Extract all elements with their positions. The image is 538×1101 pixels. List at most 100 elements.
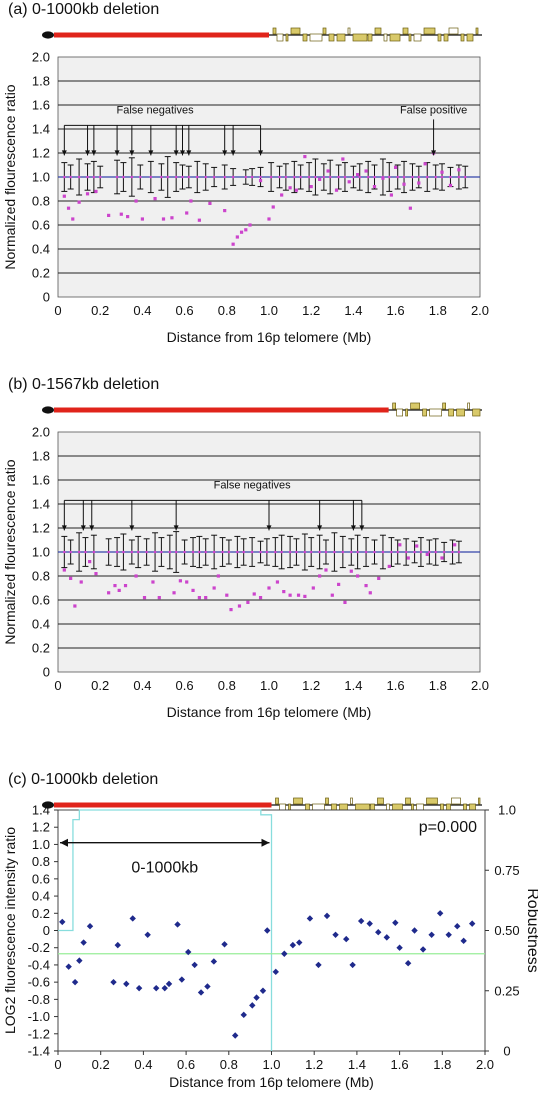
- error-bar: [462, 165, 469, 189]
- error-bar: [211, 534, 218, 570]
- mean-dot: [337, 175, 340, 179]
- gene-block: [347, 27, 351, 35]
- data-point: [417, 181, 421, 185]
- data-point: [356, 574, 360, 578]
- mean-dot: [295, 550, 298, 554]
- mean-dot: [122, 175, 125, 179]
- mean-dot: [130, 175, 134, 179]
- data-point: [343, 935, 350, 943]
- mean-dot: [77, 175, 81, 179]
- error-bar: [379, 534, 386, 570]
- error-bar: [282, 163, 289, 191]
- data-point: [94, 189, 98, 193]
- arrow-head: [61, 150, 67, 156]
- x-tick-label: 0.6: [176, 303, 194, 318]
- error-bar: [354, 534, 361, 570]
- error-bar: [388, 537, 395, 567]
- mean-dot: [69, 550, 72, 554]
- arrow-head: [359, 525, 365, 531]
- y-tick-label: 0.4: [32, 242, 50, 257]
- data-point: [271, 205, 275, 209]
- mean-dot: [314, 175, 317, 179]
- annotation-label: False positive: [400, 104, 467, 116]
- data-point: [113, 584, 117, 588]
- mean-dot: [396, 550, 400, 554]
- error-bar: [120, 162, 127, 192]
- mean-dot: [341, 550, 345, 554]
- mean-dot: [396, 175, 400, 179]
- data-point: [114, 941, 121, 949]
- gene-block: [460, 33, 465, 42]
- data-point: [140, 217, 144, 221]
- gene-block: [478, 797, 481, 805]
- y-tick-label: 1.4: [32, 497, 50, 512]
- y-tick-label: -0.2: [28, 940, 50, 955]
- data-point: [387, 564, 391, 568]
- mean-dot: [411, 175, 414, 179]
- y-tick-label: -1.0: [28, 1009, 50, 1024]
- data-point: [296, 939, 303, 946]
- mean-dot: [250, 175, 254, 179]
- data-point: [366, 920, 373, 927]
- arrow-head: [61, 525, 67, 531]
- mean-dot: [204, 550, 207, 554]
- data-point: [398, 543, 402, 547]
- data-point: [221, 941, 228, 948]
- gene-block: [377, 797, 384, 805]
- error-bar: [152, 532, 159, 572]
- x-tick-label: 1.4: [344, 303, 362, 318]
- gene-block: [442, 402, 446, 410]
- mean-dot: [227, 550, 231, 554]
- data-point: [324, 568, 328, 572]
- gene-block: [456, 408, 465, 417]
- error-bar: [291, 160, 298, 194]
- y-tick-label: 1.4: [32, 122, 50, 137]
- data-point: [69, 576, 73, 580]
- error-bar: [249, 168, 256, 186]
- mean-dot: [364, 550, 368, 554]
- error-bar: [257, 540, 264, 564]
- mean-dot: [373, 550, 376, 554]
- data-point: [282, 590, 286, 594]
- y-tick-label: -0.4: [28, 957, 50, 972]
- y-tick-label: 0.8: [32, 569, 50, 584]
- mean-dot: [86, 175, 89, 179]
- data-point: [381, 176, 385, 180]
- arrow-head: [129, 150, 135, 156]
- error-bar: [306, 162, 313, 192]
- data-point: [223, 209, 227, 213]
- data-point: [289, 941, 297, 949]
- error-bar: [230, 168, 237, 186]
- mean-dot: [166, 175, 170, 179]
- data-point: [79, 580, 83, 584]
- data-point: [123, 980, 130, 988]
- error-bar: [242, 169, 249, 185]
- x-tick-label: 0.8: [218, 303, 236, 318]
- mean-dot: [181, 175, 184, 179]
- gene-block: [374, 27, 382, 35]
- data-point: [356, 173, 360, 177]
- data-point: [440, 170, 444, 174]
- gene-block: [396, 408, 403, 417]
- mean-dot: [356, 550, 359, 554]
- data-point: [134, 199, 138, 203]
- gene-block: [448, 27, 459, 35]
- mean-dot: [373, 175, 376, 179]
- error-bar: [341, 162, 348, 192]
- arrow-head: [129, 525, 135, 531]
- mean-dot: [63, 550, 66, 554]
- arrow-head: [222, 150, 228, 156]
- mean-dot: [303, 550, 307, 554]
- arrow-head: [173, 150, 179, 156]
- gene-block: [325, 797, 329, 805]
- x-tick-label: 0.6: [177, 1057, 195, 1072]
- error-bar: [350, 165, 357, 189]
- gene-block: [475, 27, 479, 35]
- gene-block: [350, 797, 353, 805]
- mean-dot: [428, 550, 431, 554]
- data-point: [153, 197, 157, 201]
- gene-block: [285, 33, 289, 42]
- data-point: [71, 978, 79, 986]
- data-point: [267, 586, 271, 590]
- chart-title: (a) 0-1000kb deletion: [8, 1, 159, 18]
